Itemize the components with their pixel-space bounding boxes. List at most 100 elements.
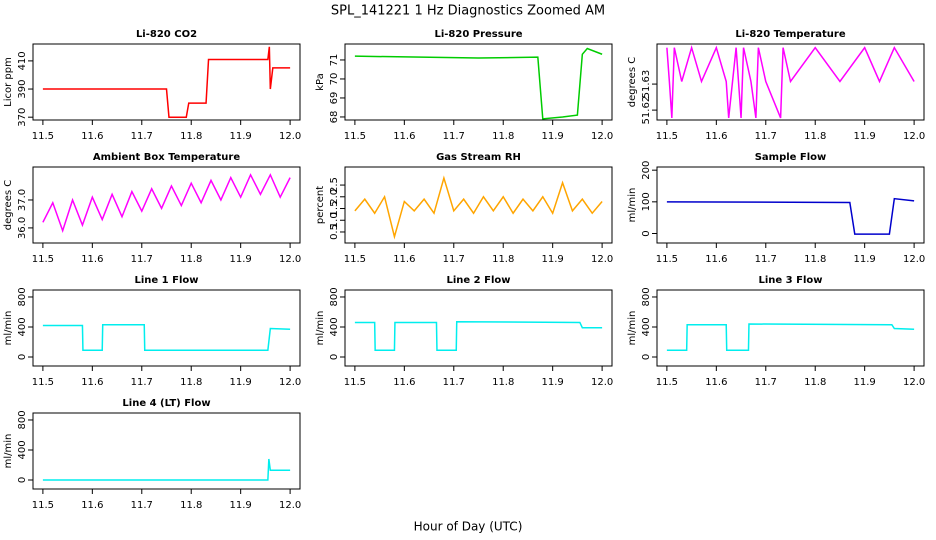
y-tick-label: 370 bbox=[17, 108, 28, 127]
y-axis-label: ml/min bbox=[3, 434, 14, 469]
x-tick-label: 11.5 bbox=[32, 500, 54, 511]
data-line bbox=[666, 323, 915, 351]
y-tick-label: 68 bbox=[329, 111, 340, 124]
y-tick-label: 0 bbox=[17, 354, 28, 360]
x-tick-label: 11.7 bbox=[131, 254, 153, 265]
data-line bbox=[42, 173, 291, 234]
y-axis-label: ml/min bbox=[3, 311, 14, 346]
y-tick-label: 100 bbox=[641, 192, 652, 211]
x-tick-label: 11.7 bbox=[131, 500, 153, 511]
data-line bbox=[42, 323, 291, 351]
x-tick-label: 11.5 bbox=[344, 131, 366, 142]
x-tick-label: 12.0 bbox=[591, 254, 613, 265]
x-tick-label: 11.5 bbox=[32, 131, 54, 142]
data-line bbox=[354, 47, 603, 120]
y-tick-label: 400 bbox=[329, 317, 340, 336]
panel-title: Li-820 Pressure bbox=[434, 29, 522, 40]
y-tick-label: 0 bbox=[17, 477, 28, 483]
y-tick-label: 800 bbox=[17, 287, 28, 306]
x-tick-label: 12.0 bbox=[903, 377, 925, 388]
plot-box bbox=[656, 43, 925, 121]
y-tick-label: 800 bbox=[329, 287, 340, 306]
x-tick-label: 11.7 bbox=[755, 131, 777, 142]
x-tick-label: 12.0 bbox=[279, 131, 301, 142]
x-tick-label: 11.5 bbox=[32, 377, 54, 388]
x-tick-label: 11.7 bbox=[443, 131, 465, 142]
x-tick-label: 11.5 bbox=[344, 377, 366, 388]
x-tick-label: 11.6 bbox=[81, 254, 103, 265]
x-tick-label: 11.6 bbox=[393, 254, 415, 265]
x-tick-label: 12.0 bbox=[591, 377, 613, 388]
plot-box bbox=[344, 166, 613, 244]
y-tick-label: 36.0 bbox=[17, 217, 28, 239]
x-tick-label: 11.5 bbox=[656, 377, 678, 388]
x-tick-label: 11.9 bbox=[542, 377, 564, 388]
x-tick-label: 11.7 bbox=[755, 377, 777, 388]
x-tick-label: 11.6 bbox=[393, 377, 415, 388]
plot-box bbox=[656, 166, 925, 244]
plot-box bbox=[656, 289, 925, 367]
x-tick-label: 12.0 bbox=[591, 131, 613, 142]
y-tick-label: 400 bbox=[17, 317, 28, 336]
y-tick-label: 2.5 bbox=[329, 177, 340, 193]
plot-box bbox=[344, 289, 613, 367]
y-tick-label: 70 bbox=[329, 73, 340, 86]
x-tick-label: 11.8 bbox=[492, 254, 514, 265]
plot-box bbox=[32, 289, 301, 367]
panel-title: Line 1 Flow bbox=[135, 275, 199, 286]
x-tick-label: 11.7 bbox=[755, 254, 777, 265]
x-tick-label: 11.7 bbox=[443, 254, 465, 265]
x-tick-label: 11.6 bbox=[81, 500, 103, 511]
data-line bbox=[354, 320, 603, 351]
data-line bbox=[354, 175, 603, 240]
data-line bbox=[666, 197, 915, 235]
x-tick-label: 11.8 bbox=[180, 500, 202, 511]
y-tick-label: 390 bbox=[17, 79, 28, 98]
y-tick-label: 200 bbox=[641, 161, 652, 180]
y-axis-label: degrees C bbox=[627, 57, 638, 107]
plot-box bbox=[32, 43, 301, 121]
y-axis-label: degrees C bbox=[3, 180, 14, 230]
y-tick-label: 51.62 bbox=[641, 96, 652, 125]
x-tick-label: 11.8 bbox=[180, 377, 202, 388]
y-tick-label: 2.0 bbox=[329, 189, 340, 205]
x-tick-label: 11.9 bbox=[230, 377, 252, 388]
y-tick-label: 410 bbox=[17, 51, 28, 70]
x-tick-label: 11.6 bbox=[705, 377, 727, 388]
panel-title: Line 2 Flow bbox=[447, 275, 511, 286]
y-axis-label: kPa bbox=[315, 73, 326, 91]
panel-title: Gas Stream RH bbox=[436, 152, 521, 163]
x-tick-label: 11.8 bbox=[180, 254, 202, 265]
x-tick-label: 12.0 bbox=[903, 254, 925, 265]
panel-title: Sample Flow bbox=[755, 152, 827, 163]
plot-box bbox=[32, 166, 301, 244]
panel-title: Line 3 Flow bbox=[759, 275, 823, 286]
y-tick-label: 71 bbox=[329, 54, 340, 67]
x-tick-label: 11.8 bbox=[492, 131, 514, 142]
x-tick-label: 11.9 bbox=[854, 131, 876, 142]
x-axis-label: Hour of Day (UTC) bbox=[414, 520, 523, 534]
x-tick-label: 11.6 bbox=[705, 254, 727, 265]
y-tick-label: 0.5 bbox=[329, 224, 340, 240]
x-tick-label: 12.0 bbox=[279, 500, 301, 511]
y-tick-label: 51.63 bbox=[641, 70, 652, 99]
x-tick-label: 11.6 bbox=[705, 131, 727, 142]
y-tick-label: 1.0 bbox=[329, 212, 340, 228]
x-tick-label: 11.8 bbox=[804, 254, 826, 265]
panel-title: Li-820 Temperature bbox=[735, 29, 845, 40]
x-tick-label: 12.0 bbox=[279, 254, 301, 265]
x-tick-label: 11.9 bbox=[854, 254, 876, 265]
data-line bbox=[666, 44, 915, 119]
x-tick-label: 11.6 bbox=[393, 131, 415, 142]
data-line bbox=[42, 46, 291, 118]
x-tick-label: 12.0 bbox=[903, 131, 925, 142]
x-tick-label: 12.0 bbox=[279, 377, 301, 388]
y-axis-label: percent bbox=[315, 186, 326, 224]
y-axis-label: Licor ppm bbox=[3, 57, 14, 107]
x-tick-label: 11.7 bbox=[131, 131, 153, 142]
x-tick-label: 11.7 bbox=[131, 377, 153, 388]
x-tick-label: 11.7 bbox=[443, 377, 465, 388]
panel-title: Ambient Box Temperature bbox=[93, 152, 240, 163]
x-tick-label: 11.9 bbox=[230, 131, 252, 142]
